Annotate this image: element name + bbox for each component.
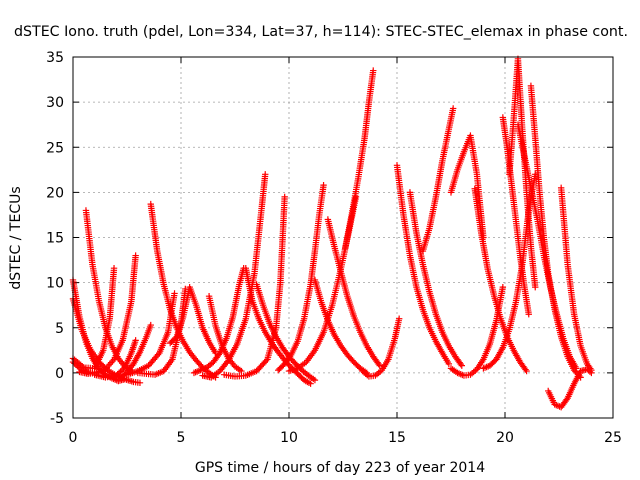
data-point [375,360,382,368]
data-point [136,379,144,387]
data-point [376,362,383,369]
series-36 [480,171,539,372]
x-axis-label: GPS time / hours of day 223 of year 2014 [195,460,485,476]
data-point [311,376,319,384]
series-26 [419,105,457,255]
series-24 [393,162,453,368]
data-point [147,321,154,329]
chart-title: dSTEC Iono. truth (pdel, Lon=334, Lat=37… [14,24,628,40]
data-point [445,360,453,368]
data-point [532,171,539,178]
x-tick-label: 25 [604,430,622,446]
data-point [307,380,314,387]
series-35 [557,184,595,374]
data-point [532,283,539,291]
series-31 [506,55,539,291]
x-tick-label: 0 [69,430,78,446]
y-tick-label: 20 [46,185,64,201]
x-tick-label: 10 [280,430,298,446]
series-5 [76,252,139,377]
data-point [522,366,529,373]
series-21 [324,216,383,369]
series-14 [199,171,269,381]
y-tick-label: 10 [46,276,64,292]
data-point [171,290,178,297]
series-30 [499,114,532,318]
data-point [588,366,595,374]
data-point [215,351,222,358]
tick-labels: 0 5 10 15 20 25 -5 0 5 10 15 20 25 30 35 [46,50,622,446]
data-point [281,193,288,201]
data-point [457,360,464,368]
series-34 [545,366,595,411]
y-tick-label: 15 [46,231,64,247]
series-15 [221,193,288,380]
y-tick-label: 25 [46,140,64,156]
data-points [69,55,595,411]
plot-frame [72,56,614,419]
y-tick-label: 30 [46,95,64,111]
y-tick-label: 0 [55,366,64,382]
data-point [110,264,118,272]
data-point [262,171,269,178]
y-tick-label: 35 [46,50,64,66]
data-point [370,67,377,74]
data-point [132,337,139,344]
y-tick-label: 5 [55,321,64,337]
series-23 [359,315,403,380]
series-17 [253,281,319,384]
y-axis-label: dSTEC / TECUs [8,186,24,289]
data-point [286,353,294,360]
series-22 [341,67,377,252]
data-point [262,357,270,365]
data-point [172,334,179,342]
data-point [525,311,532,318]
data-point [523,367,530,375]
series-6 [91,337,139,381]
series-29 [471,185,530,375]
data-point [458,362,465,369]
x-tick-label: 5 [177,430,186,446]
series-13 [205,292,245,375]
x-tick-label: 20 [496,430,514,446]
data-point [320,181,327,189]
series-10 [123,290,178,378]
series-16 [242,264,314,387]
data-point [499,283,507,291]
y-tick-label: -5 [50,411,64,427]
series-7 [117,321,154,382]
data-point [132,252,139,259]
data-point [449,105,457,112]
data-point [395,315,403,322]
series-18 [275,181,327,374]
series-11 [167,283,219,357]
data-point [563,396,570,403]
x-tick-label: 15 [388,430,406,446]
